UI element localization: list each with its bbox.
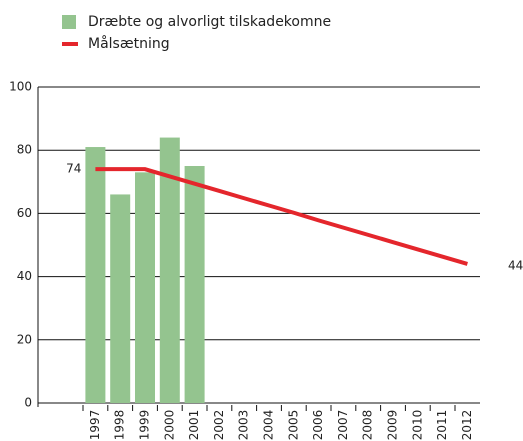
x-tick-label: 2006 — [311, 410, 325, 441]
bar — [184, 166, 205, 403]
bar — [110, 194, 131, 403]
legend-swatch — [62, 15, 76, 29]
x-tick-label: 2010 — [410, 410, 424, 441]
data-label: 74 — [66, 162, 81, 176]
x-tick-label: 2005 — [286, 410, 300, 441]
y-tick-label: 100 — [9, 80, 32, 94]
bar — [135, 172, 155, 403]
legend-label: Målsætning — [88, 35, 170, 52]
x-tick-label: 1998 — [113, 410, 127, 441]
x-tick-label: 2002 — [212, 410, 226, 441]
legend-label: Dræbte og alvorligt tilskadekomne — [88, 14, 331, 30]
y-tick-label: 80 — [17, 143, 32, 157]
data-label: 44 — [508, 258, 523, 272]
y-tick-label: 40 — [17, 269, 32, 283]
x-tick-label: 1997 — [88, 410, 102, 441]
y-tick-label: 60 — [17, 206, 32, 220]
x-tick-label: 1999 — [138, 410, 152, 441]
x-tick-label: 2004 — [262, 410, 276, 441]
line — [95, 167, 468, 266]
bar — [85, 147, 106, 403]
x-tick-label: 2008 — [361, 410, 375, 441]
x-tick-label: 2009 — [386, 410, 400, 441]
y-tick-label: 0 — [24, 396, 32, 410]
x-tick-label: 2003 — [237, 410, 251, 441]
y-tick-label: 20 — [17, 332, 32, 346]
x-tick-label: 2011 — [435, 410, 449, 441]
x-tick-label: 2012 — [460, 410, 474, 441]
x-tick-label: 2007 — [336, 410, 350, 441]
x-tick-label: 2000 — [162, 410, 176, 441]
bar — [159, 137, 180, 403]
x-tick-label: 2001 — [187, 410, 201, 441]
